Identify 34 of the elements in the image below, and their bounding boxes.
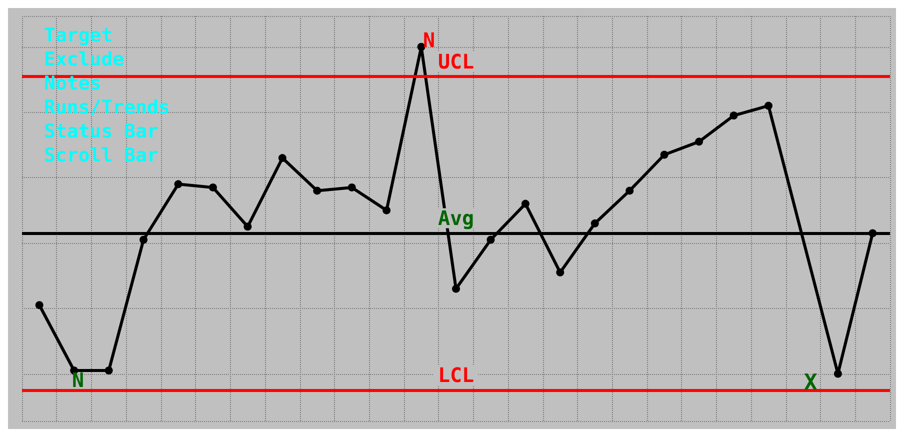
annotation: Status Bar bbox=[44, 120, 158, 142]
point bbox=[417, 42, 426, 51]
point bbox=[521, 200, 530, 208]
annotation: X bbox=[804, 370, 818, 396]
point bbox=[208, 183, 217, 192]
ref-line-label: UCL bbox=[438, 49, 474, 74]
point bbox=[695, 138, 704, 146]
annotation: Scroll Bar bbox=[44, 144, 158, 166]
point bbox=[104, 366, 113, 374]
point bbox=[174, 180, 182, 188]
point bbox=[556, 268, 564, 276]
ref-line-label: LCL bbox=[438, 363, 474, 388]
point bbox=[35, 301, 44, 310]
point bbox=[486, 236, 495, 244]
point bbox=[348, 183, 356, 192]
point bbox=[382, 206, 391, 214]
point bbox=[278, 154, 286, 162]
point bbox=[452, 284, 460, 293]
annotation: N bbox=[422, 28, 436, 52]
point bbox=[244, 222, 252, 231]
ref-line-label: Avg bbox=[438, 206, 474, 230]
point bbox=[313, 186, 322, 195]
text: Target bbox=[44, 24, 113, 46]
annotation: Notes bbox=[44, 72, 102, 94]
annotation: N bbox=[72, 368, 84, 392]
point bbox=[764, 102, 772, 110]
annotation: Exclude bbox=[44, 48, 124, 70]
point bbox=[140, 236, 148, 244]
point bbox=[834, 370, 842, 378]
point bbox=[626, 186, 634, 195]
annotation: Runs/Trends bbox=[44, 96, 170, 118]
point bbox=[590, 219, 599, 228]
point bbox=[660, 150, 668, 159]
point bbox=[730, 112, 738, 120]
